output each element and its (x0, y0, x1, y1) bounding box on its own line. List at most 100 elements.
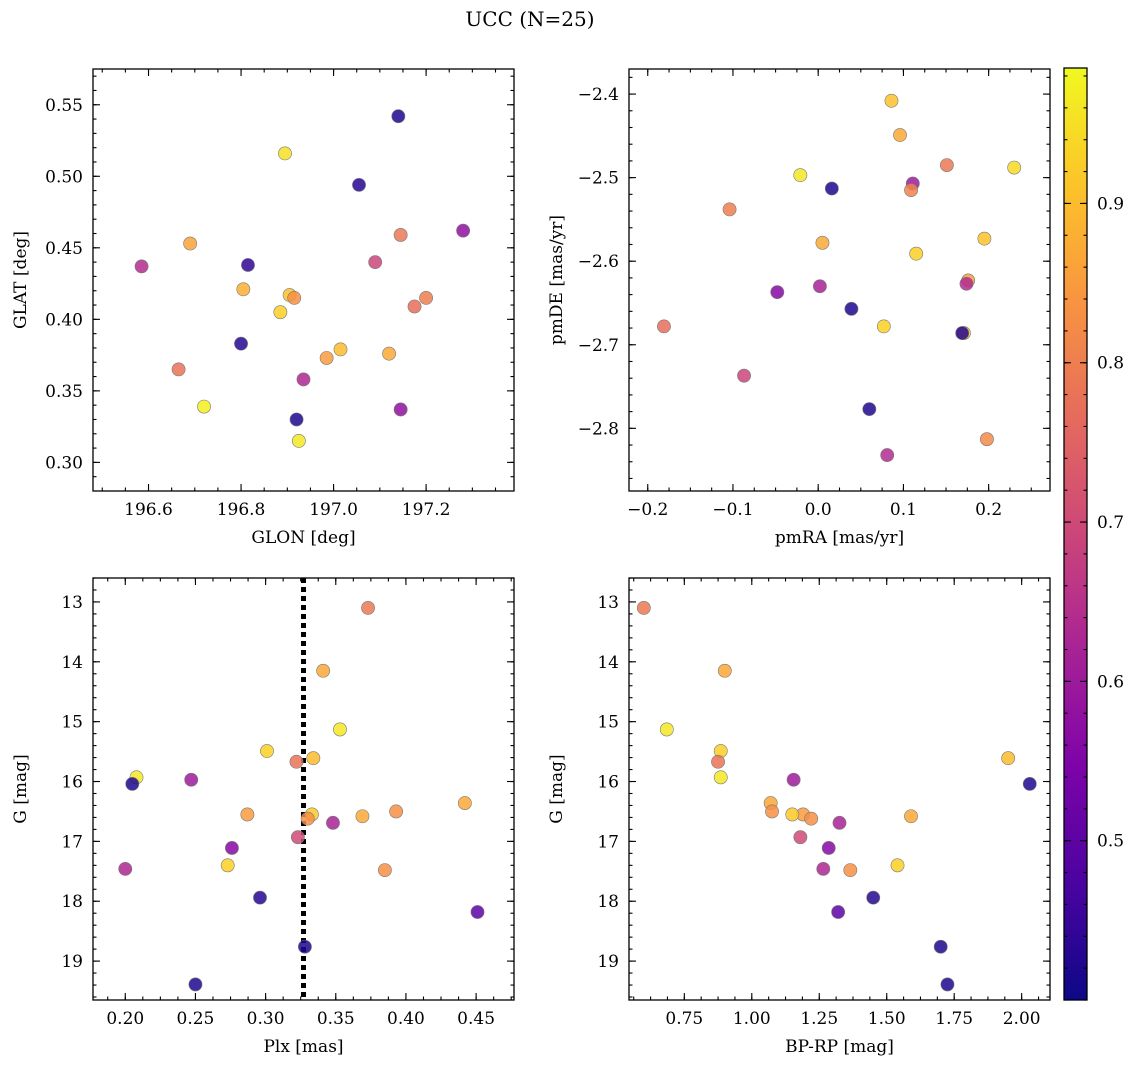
data-point (333, 342, 348, 357)
data-point (722, 202, 737, 217)
y-tick-label: −2.6 (578, 252, 619, 272)
data-point (940, 977, 955, 992)
colorbar-gradient (1064, 68, 1087, 1000)
data-point (884, 93, 899, 108)
y-tick-label: 15 (597, 713, 619, 733)
y-tick-label: 14 (61, 653, 83, 673)
y-tick-label: −2.5 (578, 169, 619, 189)
x-axis-label: pmRA [mas/yr] (775, 528, 904, 548)
colorbar-tick-label: 0.7 (1097, 513, 1124, 533)
x-tick-label: 196.6 (124, 500, 173, 520)
data-point (821, 841, 836, 855)
x-tick-label: 0.30 (247, 1009, 285, 1029)
x-tick-label: 1.25 (800, 1009, 838, 1029)
data-point (933, 939, 948, 954)
data-point (456, 223, 471, 238)
data-point (287, 290, 302, 305)
data-point (134, 259, 149, 274)
data-point (815, 235, 830, 250)
x-tick-label: 0.35 (317, 1009, 355, 1029)
y-tick-label: 0.45 (45, 239, 83, 259)
data-point (980, 432, 994, 447)
colorbar: 0.5 0.6 0.7 0.8 0.9 (1063, 67, 1124, 1001)
data-point (657, 319, 671, 334)
data-point (737, 368, 751, 383)
data-point (765, 804, 779, 819)
x-tick-label: 0.1 (890, 500, 917, 520)
data-point (1001, 751, 1016, 766)
data-point (1022, 777, 1037, 791)
data-point (812, 279, 827, 294)
data-point (844, 301, 859, 316)
data-point (831, 905, 846, 919)
data-point (326, 815, 340, 830)
data-point (711, 754, 725, 769)
x-axis-label: Plx [mas] (263, 1037, 343, 1057)
data-point (862, 402, 877, 417)
data-point (225, 841, 239, 855)
data-point (273, 305, 288, 320)
data-point (355, 809, 370, 824)
axes-frame (628, 68, 1051, 492)
x-axis-label: GLON [deg] (251, 528, 355, 548)
data-point (407, 299, 422, 314)
y-tick-label: 13 (61, 593, 83, 613)
data-point (470, 905, 485, 919)
x-tick-label: 0.0 (805, 500, 832, 520)
data-point (289, 412, 304, 427)
y-axis-label: GLAT [deg] (11, 231, 31, 329)
data-point (188, 977, 203, 992)
data-point (220, 858, 235, 873)
data-point (843, 863, 858, 878)
y-tick-label: −2.7 (578, 336, 619, 356)
data-point (955, 326, 970, 340)
data-point (118, 862, 133, 876)
y-tick-label: 14 (597, 653, 619, 673)
axes-frame (628, 577, 1051, 1001)
y-tick-label: 15 (61, 713, 83, 733)
data-point (876, 319, 891, 334)
x-tick-label: 0.20 (106, 1009, 144, 1029)
data-point (804, 811, 819, 826)
data-point (278, 146, 292, 161)
panel-plx-g: 0.20 0.25 0.30 0.35 0.40 0.45 13 14 15 16 17 18 19 Pl… (11, 577, 515, 1057)
data-point (793, 168, 808, 183)
data-point (382, 346, 396, 361)
data-point (306, 751, 321, 766)
y-tick-label: 18 (597, 892, 619, 912)
data-point (890, 858, 905, 873)
y-tick-label: 18 (61, 892, 83, 912)
data-point (824, 181, 839, 196)
y-axis-label: pmDE [mas/yr] (547, 215, 567, 345)
y-axis-label: G [mag] (547, 754, 567, 823)
data-point (713, 770, 728, 785)
y-tick-label: 0.40 (45, 310, 83, 330)
colorbar-tick-label: 0.6 (1097, 672, 1124, 692)
data-point (319, 351, 334, 365)
y-tick-label: 17 (597, 832, 619, 852)
colorbar-tick-label: 0.9 (1097, 194, 1124, 214)
data-point (290, 830, 305, 845)
y-tick-label: 0.50 (45, 167, 83, 187)
y-tick-label: 0.55 (45, 96, 83, 116)
data-point (197, 399, 211, 414)
y-tick-label: 19 (61, 952, 83, 972)
x-tick-label: 196.8 (217, 500, 266, 520)
x-tick-label: 197.0 (309, 500, 358, 520)
data-point (893, 128, 907, 142)
data-point (909, 246, 924, 261)
data-point (171, 362, 186, 377)
data-point (1007, 160, 1022, 175)
data-point (959, 276, 974, 291)
data-point (770, 285, 785, 300)
data-point (939, 158, 954, 172)
y-tick-label: 13 (597, 593, 619, 613)
data-point (300, 811, 315, 826)
y-tick-label: 16 (61, 773, 83, 793)
data-point (636, 601, 651, 615)
data-point (184, 772, 199, 787)
y-tick-label: 0.30 (45, 453, 83, 473)
y-tick-label: −2.4 (578, 85, 619, 105)
data-point (904, 809, 918, 824)
